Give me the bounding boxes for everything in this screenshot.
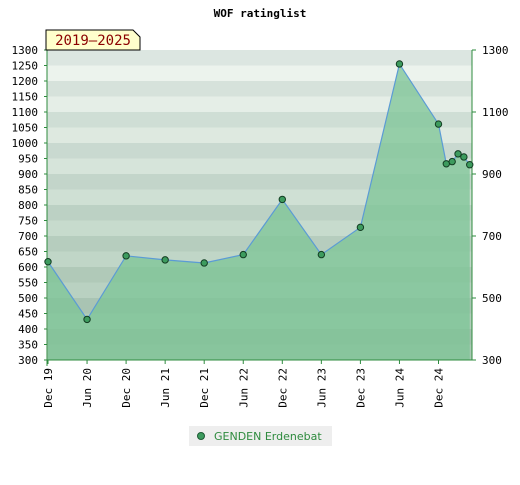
right-tick-label: 700 bbox=[482, 230, 502, 243]
legend-marker bbox=[197, 432, 205, 440]
data-point bbox=[356, 223, 365, 232]
area-layer bbox=[47, 62, 471, 360]
left-axis: 300 350 400 450 500 550 600 650 700 750 800 850 900 9… bbox=[12, 44, 48, 367]
left-tick-label: 500 bbox=[18, 292, 38, 305]
bottom-tick-label: Jun 21 bbox=[159, 368, 172, 408]
right-tick-label: 1300 bbox=[482, 44, 509, 57]
left-tick-label: 750 bbox=[18, 215, 38, 228]
left-tick-label: 450 bbox=[18, 308, 38, 321]
bottom-axis: Dec 19 Jun 20 Dec 20 Jun 21 Dec 21 Jun 22 Dec … bbox=[42, 359, 472, 408]
left-tick-label: 950 bbox=[18, 153, 38, 166]
left-tick-label: 1050 bbox=[12, 122, 39, 135]
bottom-tick-label: Jun 24 bbox=[393, 368, 406, 408]
left-tick-label: 1000 bbox=[12, 137, 39, 150]
right-tick-label: 900 bbox=[482, 168, 502, 181]
right-tick-label: 500 bbox=[482, 292, 502, 305]
left-tick-label: 1150 bbox=[12, 91, 39, 104]
points-layer bbox=[44, 60, 474, 324]
legend: GENDEN Erdenebat bbox=[189, 426, 332, 446]
grid-band bbox=[47, 143, 472, 159]
grid-band bbox=[47, 127, 472, 143]
grid-band bbox=[47, 65, 472, 81]
left-tick-label: 600 bbox=[18, 261, 38, 274]
grid-band bbox=[47, 50, 472, 66]
left-tick-label: 900 bbox=[18, 168, 38, 181]
grid-band bbox=[47, 174, 472, 190]
data-point bbox=[454, 150, 462, 158]
range-label: 2019–2025 bbox=[55, 33, 131, 49]
left-tick-label: 1100 bbox=[12, 106, 39, 119]
data-point bbox=[395, 60, 404, 68]
range-badge: 2019–2025 bbox=[45, 29, 141, 51]
data-point bbox=[448, 157, 456, 166]
left-tick-label: 350 bbox=[18, 339, 38, 352]
grid-band bbox=[47, 112, 472, 128]
legend-box bbox=[189, 426, 332, 446]
data-point bbox=[161, 256, 169, 264]
data-point bbox=[239, 250, 247, 259]
left-tick-label: 1250 bbox=[12, 60, 39, 73]
left-tick-label: 1200 bbox=[12, 75, 39, 88]
right-axis: 300 500 700 900 1100 1300 bbox=[471, 44, 509, 367]
data-point bbox=[317, 250, 326, 259]
data-point bbox=[122, 252, 130, 260]
left-tick-label: 1300 bbox=[12, 44, 39, 57]
right-tick-label: 300 bbox=[482, 354, 502, 367]
left-tick-label: 400 bbox=[18, 323, 38, 336]
grid-band bbox=[47, 158, 472, 174]
left-tick-label: 550 bbox=[18, 277, 38, 290]
chart-title: WOF ratinglist bbox=[214, 7, 307, 20]
left-tick-label: 850 bbox=[18, 184, 38, 197]
bottom-tick-label: Jun 20 bbox=[81, 368, 94, 408]
bottom-tick-label: Dec 21 bbox=[198, 368, 211, 408]
data-point bbox=[434, 120, 443, 128]
grid-band bbox=[47, 81, 472, 97]
data-point bbox=[460, 153, 468, 161]
left-tick-label: 700 bbox=[18, 230, 38, 243]
right-tick-label: 1100 bbox=[482, 106, 509, 119]
bottom-tick-label: Dec 22 bbox=[276, 368, 289, 408]
data-point bbox=[200, 259, 208, 267]
grid-band bbox=[47, 96, 472, 112]
bottom-tick-label: Jun 23 bbox=[315, 368, 328, 408]
bottom-tick-label: Dec 19 bbox=[42, 368, 55, 408]
grid-band bbox=[47, 189, 472, 205]
left-tick-label: 650 bbox=[18, 246, 38, 259]
data-point bbox=[44, 258, 52, 266]
bottom-tick-label: Dec 23 bbox=[354, 368, 367, 408]
bottom-tick-label: Dec 24 bbox=[433, 368, 446, 408]
left-tick-label: 800 bbox=[18, 199, 38, 212]
data-point bbox=[83, 315, 91, 324]
series-line bbox=[47, 62, 471, 321]
data-point bbox=[466, 161, 474, 169]
series-area bbox=[48, 63, 470, 360]
bottom-tick-label: Jun 22 bbox=[237, 368, 250, 408]
bottom-tick-label: Dec 20 bbox=[120, 368, 133, 408]
data-point bbox=[278, 195, 286, 204]
legend-series-name: GENDEN Erdenebat bbox=[214, 430, 322, 443]
left-tick-label: 300 bbox=[18, 354, 38, 367]
